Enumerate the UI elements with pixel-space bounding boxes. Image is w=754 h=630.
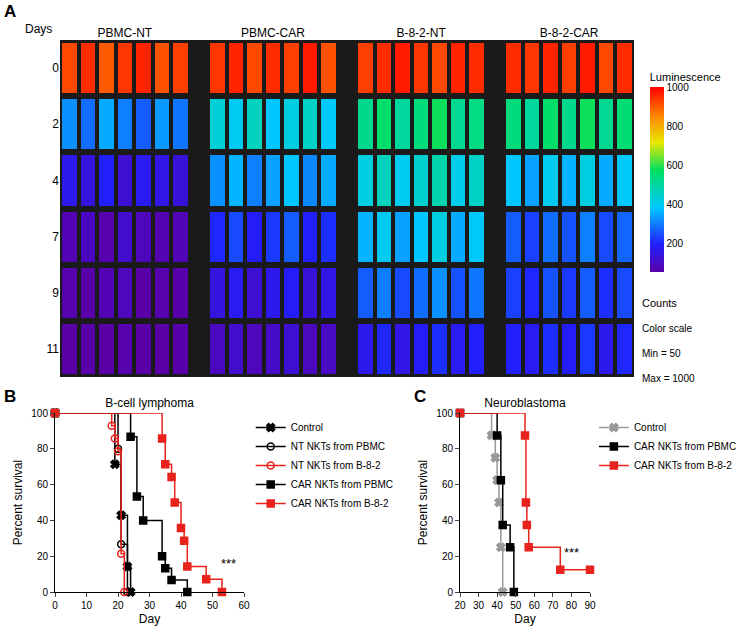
svg-text:CAR NKTs from B-8-2: CAR NKTs from B-8-2 [291,498,389,509]
svg-text:PBMC-CAR: PBMC-CAR [241,26,305,40]
svg-text:60: 60 [529,600,541,611]
svg-text:20: 20 [37,551,49,562]
svg-text:9: 9 [52,286,59,300]
svg-text:NT NKTs from B-8-2: NT NKTs from B-8-2 [291,460,381,471]
svg-text:CAR NKTs from B-8-2: CAR NKTs from B-8-2 [634,460,732,471]
svg-text:Counts: Counts [642,297,677,309]
svg-text:7: 7 [52,230,59,244]
svg-text:PBMC-NT: PBMC-NT [97,26,152,40]
svg-text:4: 4 [52,174,59,188]
svg-text:30: 30 [144,600,156,611]
svg-text:Control: Control [291,422,323,433]
svg-text:800: 800 [667,121,684,132]
svg-text:80: 80 [442,443,454,454]
svg-text:20: 20 [112,600,124,611]
svg-text:***: *** [564,545,579,560]
svg-text:80: 80 [37,443,49,454]
svg-text:200: 200 [667,238,684,249]
svg-text:80: 80 [566,600,578,611]
svg-text:Neuroblastoma: Neuroblastoma [484,396,566,410]
svg-text:600: 600 [667,160,684,171]
svg-text:0: 0 [52,61,59,75]
svg-text:B-8-2-CAR: B-8-2-CAR [540,26,599,40]
html-text:C: C [414,387,427,406]
svg-text:Luminescence: Luminescence [650,71,721,83]
svg-text:400: 400 [667,199,684,210]
svg-text:Control: Control [634,422,666,433]
svg-text:40: 40 [175,600,187,611]
svg-text:Percent survival: Percent survival [11,460,25,545]
svg-text:10: 10 [81,600,93,611]
svg-text:Days: Days [25,22,52,36]
svg-text:Min = 50: Min = 50 [642,348,681,359]
svg-text:1000: 1000 [667,82,690,93]
svg-text:0: 0 [52,600,58,611]
svg-text:NT NKTs from PBMC: NT NKTs from PBMC [291,441,385,452]
svg-text:***: *** [221,556,236,571]
svg-text:20: 20 [454,600,466,611]
svg-text:0: 0 [447,587,453,598]
svg-text:20: 20 [442,551,454,562]
html-text:A: A [4,2,17,21]
svg-text:60: 60 [37,479,49,490]
svg-text:CAR NKTs from PBMC: CAR NKTs from PBMC [291,479,393,490]
svg-text:40: 40 [442,515,454,526]
svg-text:Percent survival: Percent survival [416,460,430,545]
svg-text:B-cell lymphoma: B-cell lymphoma [105,396,194,410]
svg-text:Day: Day [514,612,535,626]
svg-text:11: 11 [47,342,60,356]
svg-text:0: 0 [42,587,48,598]
svg-text:70: 70 [547,600,559,611]
svg-text:40: 40 [492,600,504,611]
svg-text:60: 60 [442,479,454,490]
svg-text:CAR NKTs from PBMC: CAR NKTs from PBMC [634,441,736,452]
svg-text:Max = 1000: Max = 1000 [642,373,695,384]
svg-text:100: 100 [436,408,453,419]
svg-text:30: 30 [473,600,485,611]
svg-text:90: 90 [584,600,596,611]
svg-text:Day: Day [139,612,160,626]
svg-text:100: 100 [31,408,48,419]
svg-text:40: 40 [37,515,49,526]
svg-text:Color scale: Color scale [642,323,692,334]
svg-text:B-8-2-NT: B-8-2-NT [396,26,446,40]
html-text:B: B [4,387,17,406]
svg-text:50: 50 [207,600,219,611]
svg-text:50: 50 [510,600,522,611]
svg-text:2: 2 [52,117,59,131]
svg-text:60: 60 [238,600,250,611]
